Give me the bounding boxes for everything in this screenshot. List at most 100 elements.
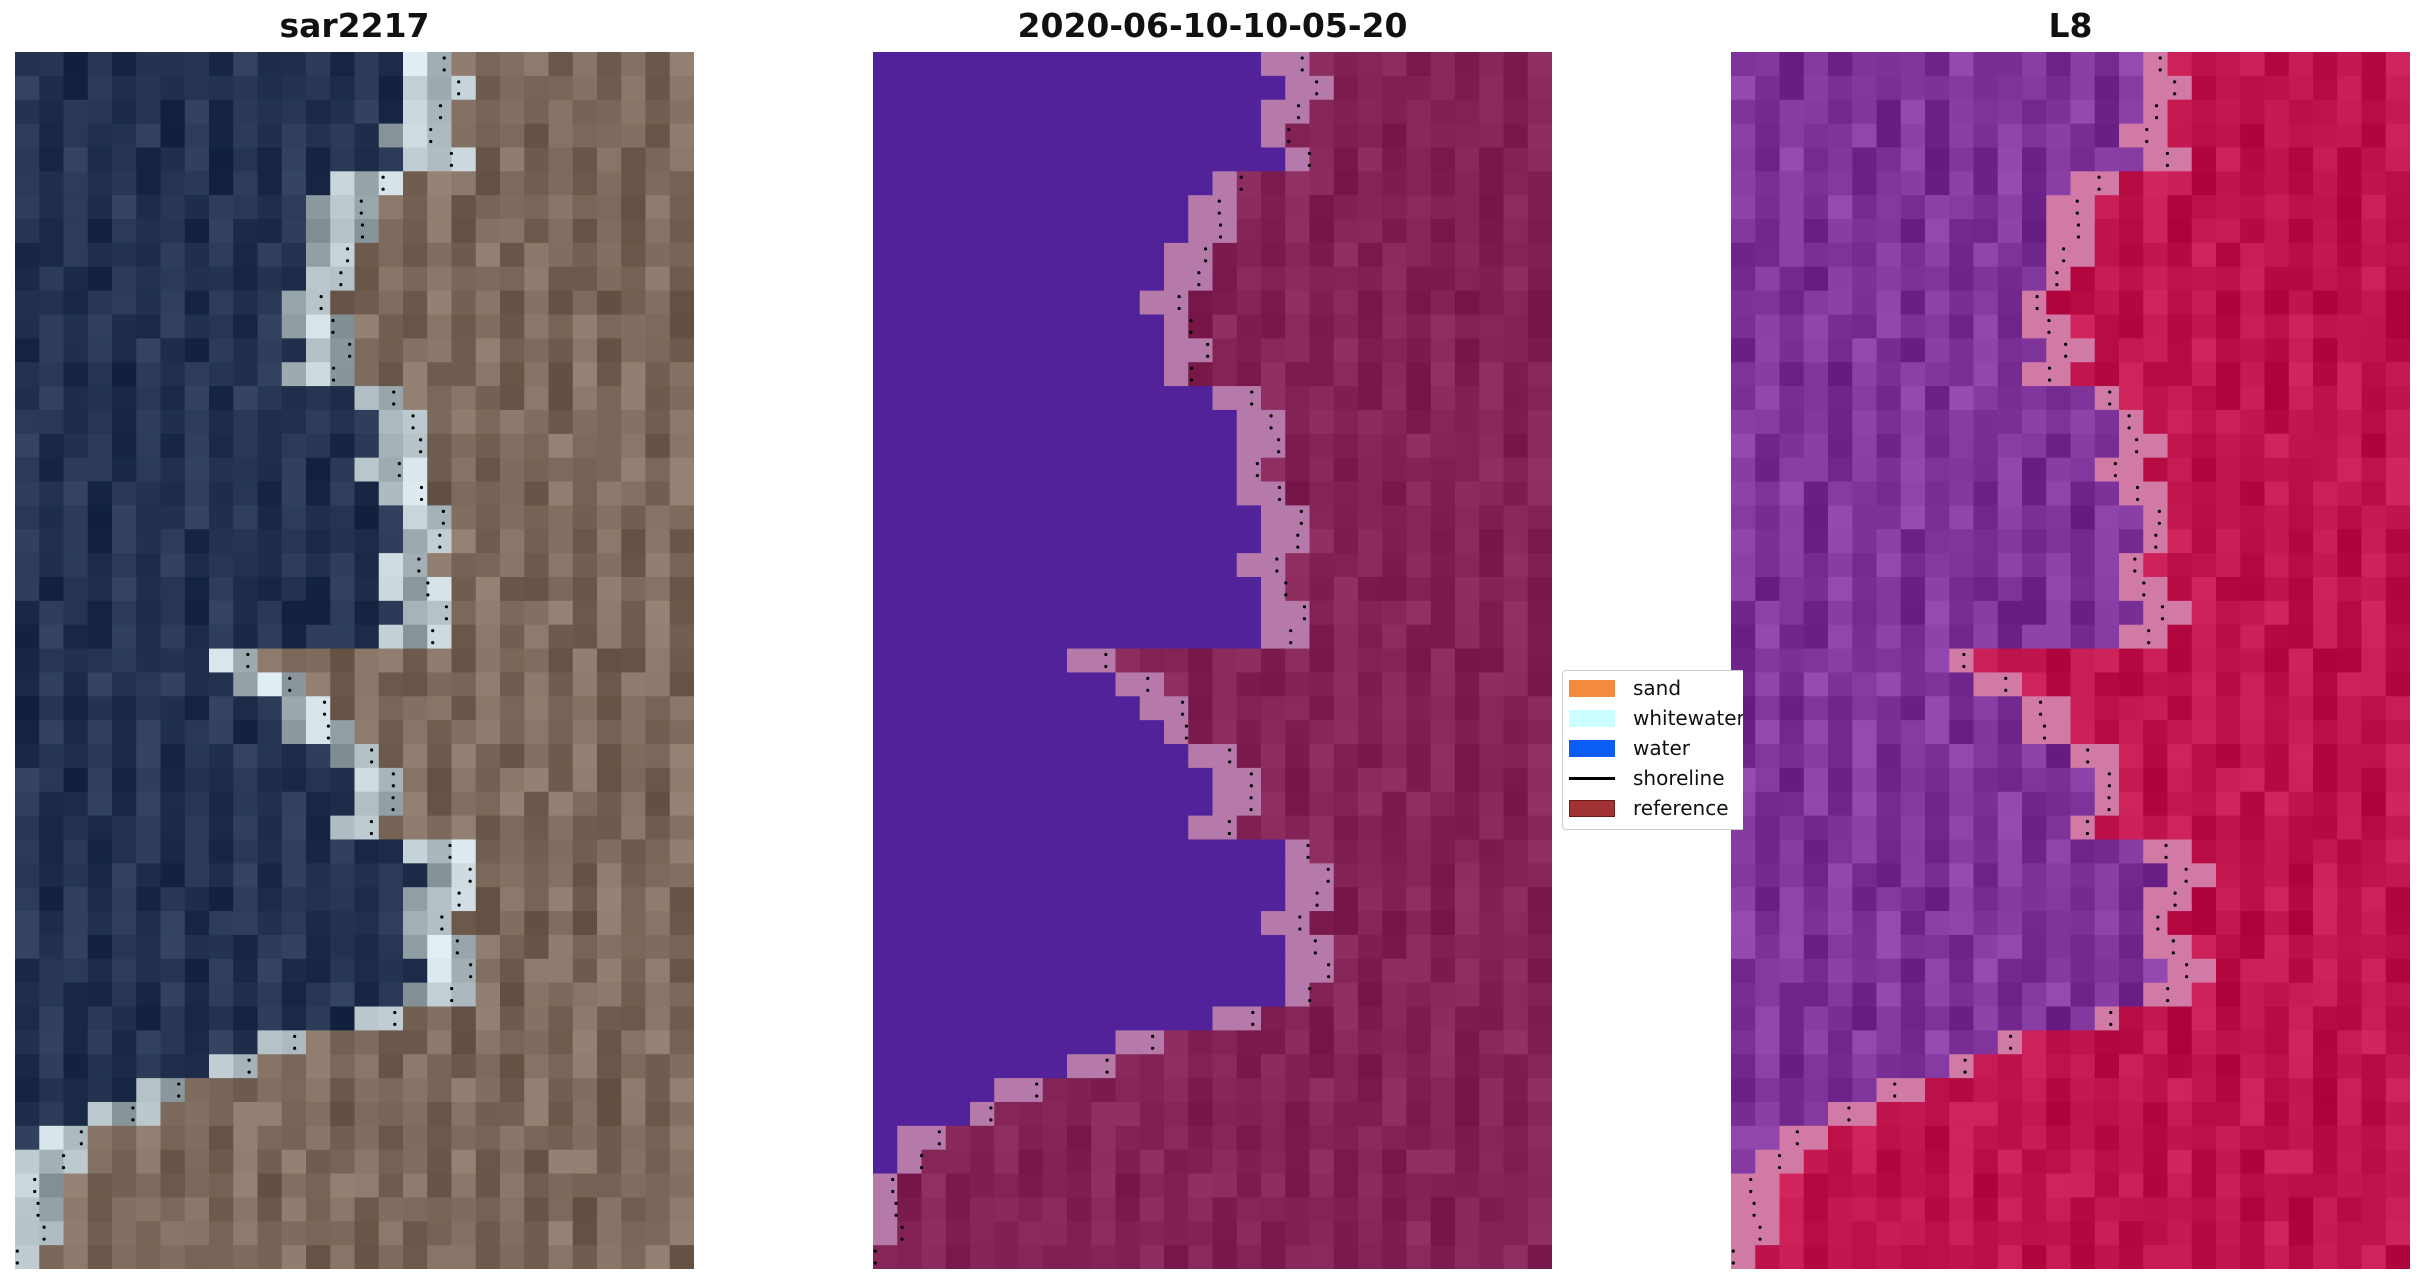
image-pixel — [1164, 648, 1189, 674]
image-pixel — [572, 99, 598, 125]
image-pixel — [1333, 409, 1359, 435]
image-pixel — [1358, 171, 1383, 196]
image-pixel — [233, 314, 259, 339]
image-pixel — [1261, 457, 1286, 483]
image-pixel — [160, 123, 186, 149]
shoreline-point — [411, 426, 415, 430]
image-pixel — [873, 911, 898, 936]
image-pixel — [1949, 1030, 1975, 1055]
image-pixel — [1779, 362, 1805, 387]
image-pixel — [281, 553, 307, 578]
shoreline-point — [393, 1022, 397, 1027]
image-pixel — [233, 409, 259, 435]
shoreline-point — [2156, 927, 2160, 931]
image-pixel — [994, 457, 1020, 483]
image-pixel — [1236, 815, 1262, 841]
image-pixel — [2022, 744, 2047, 769]
image-pixel — [669, 123, 694, 149]
image-pixel — [1188, 1221, 1214, 1246]
image-pixel — [2167, 75, 2193, 101]
image-pixel — [1382, 219, 1408, 244]
image-pixel — [209, 147, 234, 172]
image-pixel — [112, 52, 137, 77]
image-pixel — [2094, 982, 2120, 1008]
image-pixel — [2216, 839, 2241, 864]
shoreline-point — [1758, 1225, 1762, 1229]
image-pixel — [1479, 576, 1505, 602]
image-pixel — [1503, 242, 1529, 268]
image-pixel — [1997, 123, 2023, 149]
image-pixel — [1755, 1006, 1781, 1031]
image-pixel — [1261, 839, 1286, 864]
image-pixel — [500, 219, 525, 244]
image-pixel — [136, 815, 162, 841]
image-pixel — [1479, 1197, 1505, 1222]
image-pixel — [897, 529, 923, 554]
image-pixel — [1925, 791, 1950, 817]
image-pixel — [2191, 1221, 2217, 1246]
shoreline-point — [457, 903, 461, 907]
shoreline-point — [1795, 1142, 1799, 1146]
image-pixel — [1876, 338, 1902, 363]
image-pixel — [1828, 815, 1853, 841]
image-pixel — [63, 576, 89, 602]
image-pixel — [970, 911, 995, 936]
image-pixel — [209, 529, 234, 554]
image-pixel — [2240, 481, 2266, 506]
image-pixel — [63, 290, 89, 316]
image-pixel — [500, 911, 525, 936]
image-pixel — [2119, 290, 2144, 316]
image-pixel — [2264, 505, 2290, 530]
shoreline-point — [1307, 163, 1312, 167]
legend-label-water: water — [1633, 736, 1690, 760]
image-pixel — [1406, 1006, 1432, 1031]
shoreline-point — [2109, 1010, 2113, 1015]
image-pixel — [184, 1173, 210, 1199]
image-pixel — [1382, 672, 1408, 697]
shoreline-point — [288, 688, 292, 692]
image-pixel — [1285, 266, 1311, 292]
image-pixel — [2070, 171, 2096, 196]
image-pixel — [1164, 195, 1189, 220]
image-pixel — [63, 1197, 89, 1222]
image-pixel — [524, 744, 550, 769]
image-pixel — [2337, 171, 2363, 196]
image-pixel — [330, 624, 356, 650]
image-pixel — [945, 266, 971, 292]
image-pixel — [1309, 457, 1335, 483]
image-pixel — [330, 672, 356, 697]
image-pixel — [1091, 433, 1117, 459]
image-pixel — [1382, 195, 1408, 220]
image-pixel — [2191, 123, 2217, 149]
image-pixel — [2191, 1078, 2217, 1103]
image-pixel — [257, 576, 283, 602]
image-pixel — [2313, 767, 2338, 793]
image-pixel — [1261, 505, 1286, 530]
image-pixel — [500, 696, 525, 721]
image-pixel — [970, 171, 995, 196]
image-pixel — [1285, 720, 1311, 745]
image-pixel — [1997, 672, 2023, 697]
shoreline-point — [1104, 652, 1108, 657]
image-pixel — [87, 171, 113, 196]
image-pixel — [1828, 481, 1853, 506]
image-pixel — [87, 1125, 113, 1151]
image-pixel — [1527, 171, 1552, 196]
image-pixel — [354, 720, 380, 745]
image-pixel — [669, 887, 694, 912]
image-pixel — [160, 290, 186, 316]
image-pixel — [1949, 576, 1975, 602]
image-pixel — [1358, 911, 1383, 936]
image-pixel — [1333, 481, 1359, 506]
shoreline-point — [331, 318, 335, 323]
image-pixel — [1997, 457, 2023, 483]
image-pixel — [1139, 386, 1165, 411]
image-pixel — [1164, 1030, 1189, 1055]
image-pixel — [281, 1197, 307, 1222]
image-pixel — [1455, 600, 1480, 626]
image-pixel — [475, 219, 501, 244]
image-pixel — [572, 672, 598, 697]
image-pixel — [209, 219, 234, 244]
image-pixel — [354, 529, 380, 554]
image-pixel — [63, 791, 89, 817]
